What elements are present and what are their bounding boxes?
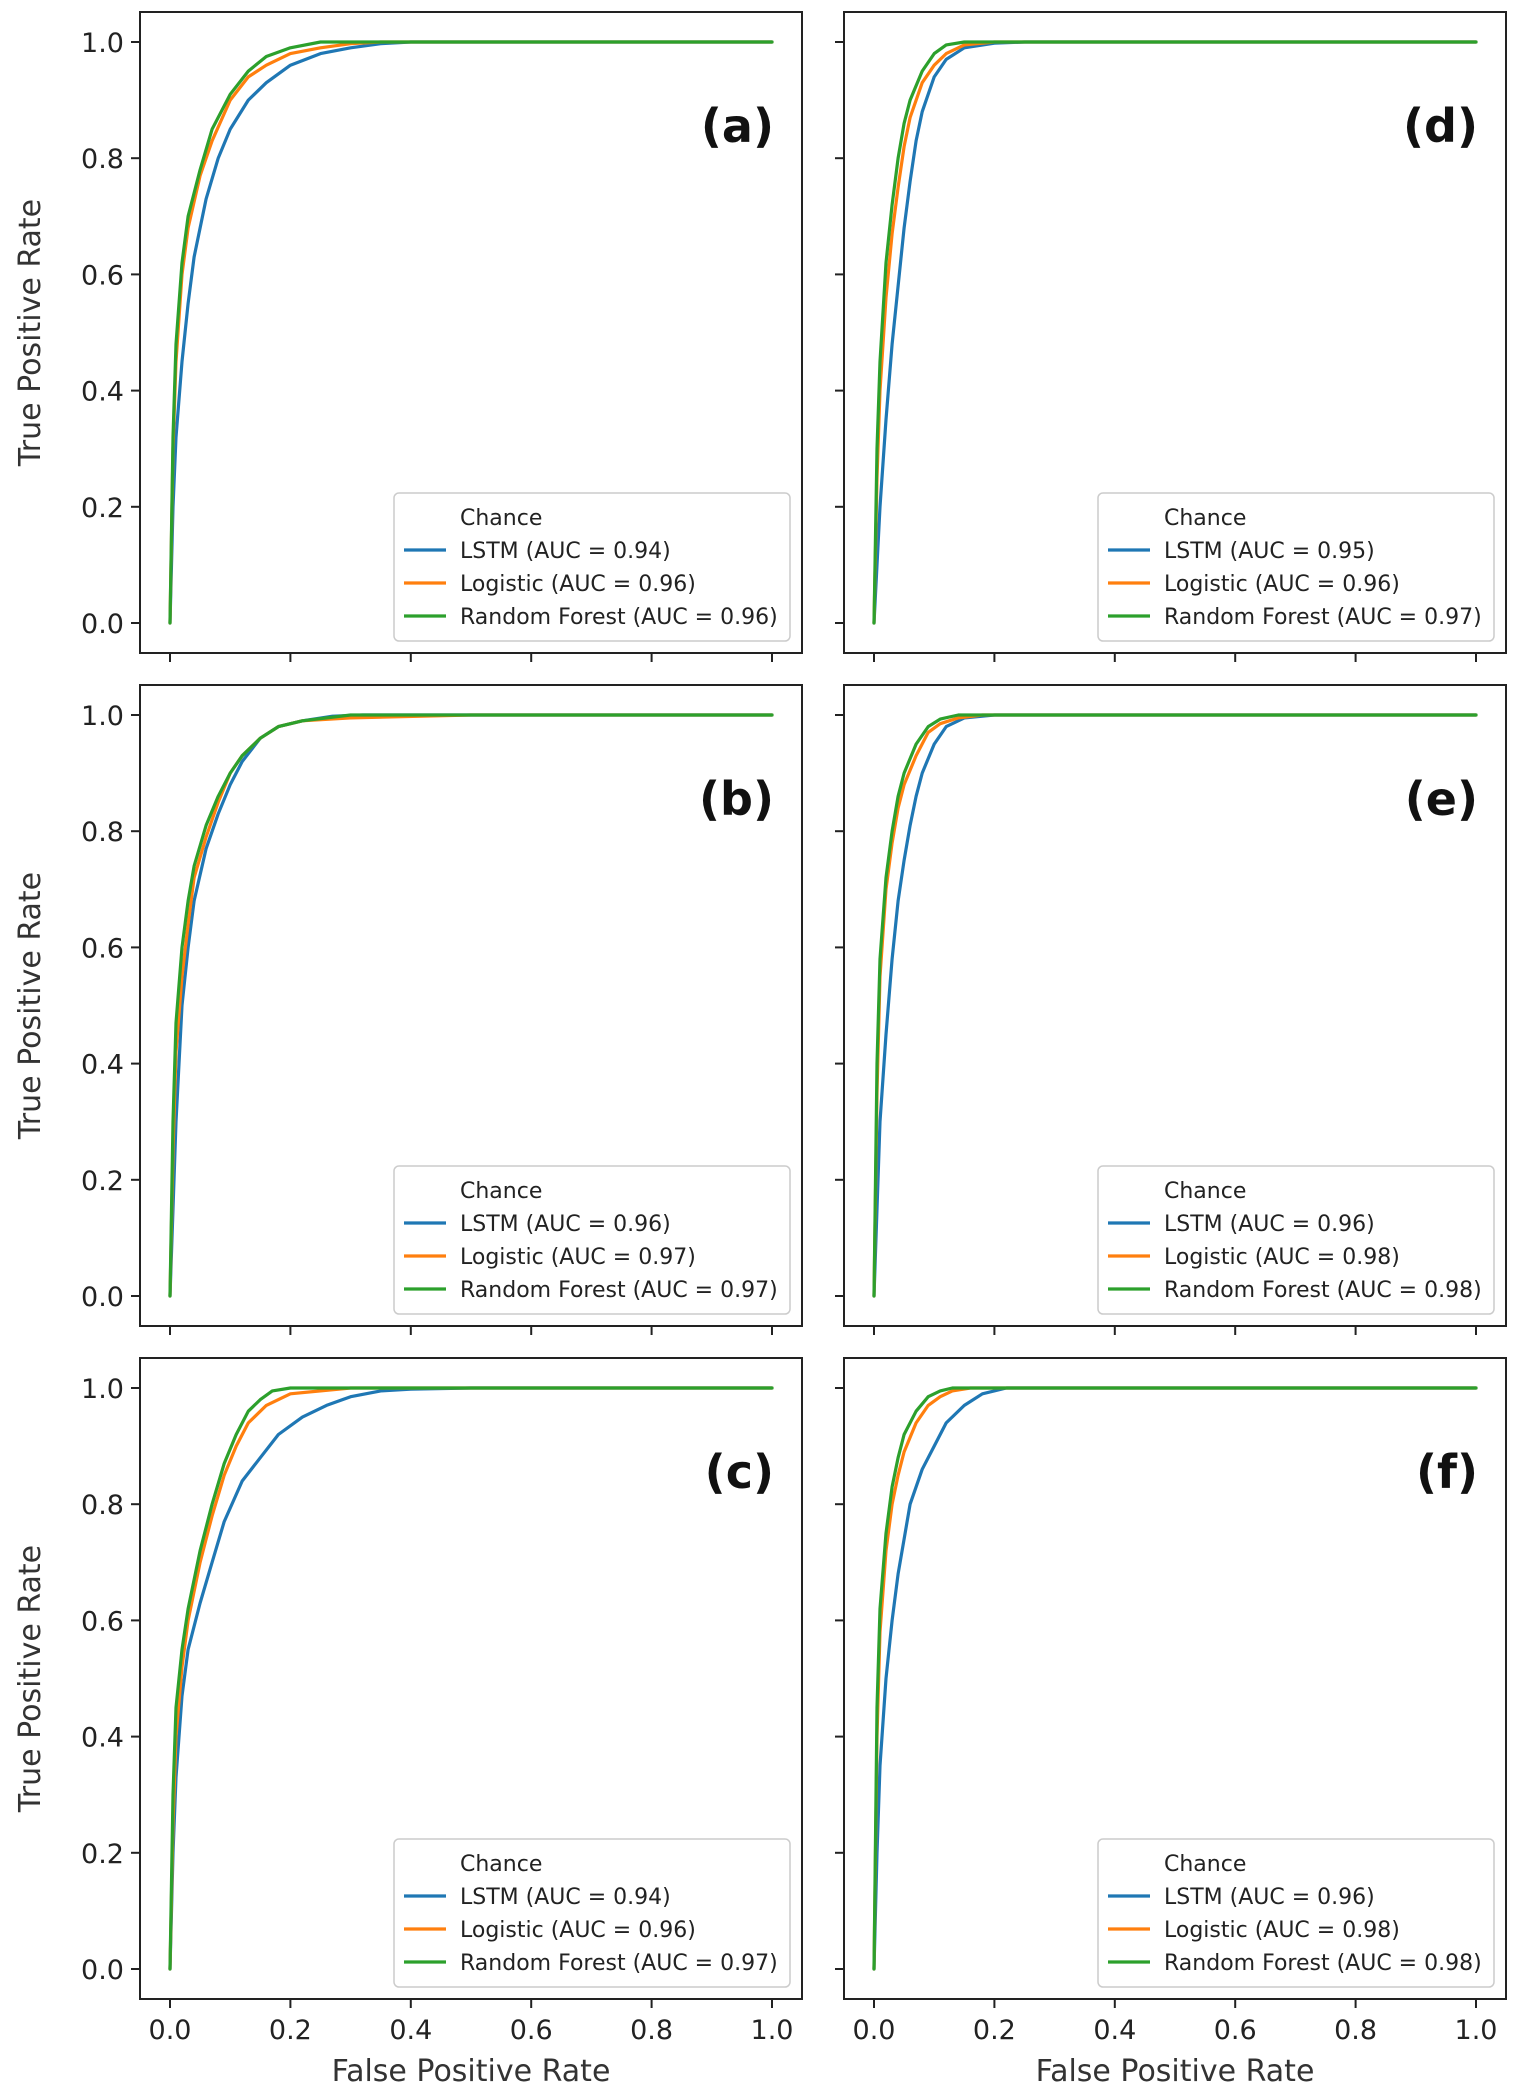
x-tick-label: 0.0: [853, 2015, 896, 2046]
y-axis-title: True Positive Rate: [13, 872, 48, 1140]
y-tick-label: 0.4: [81, 1050, 124, 1081]
legend-label: Chance: [1164, 506, 1246, 531]
y-tick-label: 1.0: [81, 1374, 124, 1405]
legend-label: Random Forest (AUC = 0.98): [1164, 1951, 1482, 1976]
legend-label: Chance: [1164, 1179, 1246, 1204]
roc-panel-a: 0.0 0.2 0.4 0.6 0.8 1.0 True Positive Rate (a) C…: [13, 11, 803, 662]
x-tick-label: 0.4: [1093, 2015, 1136, 2046]
y-tick-label: 0.6: [81, 260, 124, 291]
y-tick-label: 0.4: [81, 1723, 124, 1754]
legend-label: LSTM (AUC = 0.96): [1164, 1885, 1375, 1910]
legend-label: Logistic (AUC = 0.96): [460, 1918, 696, 1943]
legend-label: LSTM (AUC = 0.96): [1164, 1212, 1375, 1237]
y-tick-label: 0.8: [81, 1490, 124, 1521]
roc-panel-f: 0.0 0.2 0.4 0.6 0.8 1.0 False Positive Rate (f)…: [835, 1357, 1507, 2089]
x-tick-label: 1.0: [1455, 2015, 1498, 2046]
legend-label: Logistic (AUC = 0.96): [1164, 572, 1400, 597]
legend-label: LSTM (AUC = 0.96): [460, 1212, 671, 1237]
legend-label: Logistic (AUC = 0.98): [1164, 1245, 1400, 1270]
x-tick-label: 0.8: [630, 2015, 673, 2046]
roc-curve-logistic: [168, 1386, 774, 1971]
y-axis-title: True Positive Rate: [13, 1545, 48, 1813]
x-tick-label: 0.6: [1214, 2015, 1257, 2046]
x-axis-title: False Positive Rate: [1036, 2054, 1315, 2089]
y-tick-label: 0.6: [81, 933, 124, 964]
x-axis-title: False Positive Rate: [332, 2054, 611, 2089]
x-tick-label: 0.6: [510, 2015, 553, 2046]
y-tick-label: 0.8: [81, 144, 124, 175]
x-tick-label: 1.0: [751, 2015, 794, 2046]
roc-curve-random-forest: [872, 713, 1478, 1298]
legend: [393, 1838, 791, 1988]
x-tick-label: 0.2: [973, 2015, 1016, 2046]
roc-panel-b: 0.0 0.2 0.4 0.6 0.8 1.0 True Positive Rate (b) C…: [13, 684, 803, 1335]
roc-curve-random-forest: [872, 40, 1478, 625]
legend-label: LSTM (AUC = 0.95): [1164, 539, 1375, 564]
legend-label: LSTM (AUC = 0.94): [460, 539, 671, 564]
y-tick-label: 0.0: [81, 609, 124, 640]
legend-label: Chance: [460, 1852, 542, 1877]
roc-curve-lstm: [168, 1386, 774, 1971]
x-tick-label: 0.4: [389, 2015, 432, 2046]
y-tick-label: 0.2: [81, 1166, 124, 1197]
axes-frame: [843, 11, 1507, 654]
axes-frame: [139, 11, 803, 654]
axes-frame: [843, 684, 1507, 1327]
panel-label: (a): [701, 99, 774, 153]
y-tick-label: 0.0: [81, 1955, 124, 1986]
y-tick-label: 0.2: [81, 1839, 124, 1870]
roc-curve-random-forest: [168, 713, 774, 1298]
legend: [1097, 1165, 1495, 1315]
roc-curve-lstm: [872, 1386, 1478, 1971]
panel-label: (b): [699, 772, 774, 826]
axes-frame: [139, 1357, 803, 2000]
y-tick-label: 0.0: [81, 1282, 124, 1313]
legend-label: Random Forest (AUC = 0.98): [1164, 1278, 1482, 1303]
axes-frame: [843, 1357, 1507, 2000]
y-tick-label: 0.6: [81, 1606, 124, 1637]
panel-label: (f): [1416, 1445, 1478, 1499]
legend: [1097, 492, 1495, 642]
x-tick-label: 0.8: [1334, 2015, 1377, 2046]
panel-label: (e): [1405, 772, 1478, 826]
roc-panel-c: 0.0 0.0 0.2 0.2 0.4 0.4 0.6 0.6 0.8 0.8 1.0 1.0 True…: [13, 1357, 803, 2089]
roc-panel-e: (e) Chance LSTM (AUC = 0.96) Logistic (AUC …: [835, 684, 1507, 1335]
x-tick-label: 0.0: [149, 2015, 192, 2046]
roc-curve-random-forest: [872, 1386, 1478, 1971]
legend-label: Logistic (AUC = 0.97): [460, 1245, 696, 1270]
y-tick-label: 1.0: [81, 28, 124, 59]
axes-frame: [139, 684, 803, 1327]
legend-label: Chance: [460, 1179, 542, 1204]
roc-curve-lstm: [168, 40, 774, 625]
legend-label: Logistic (AUC = 0.96): [460, 572, 696, 597]
legend-label: Chance: [1164, 1852, 1246, 1877]
legend-label: Random Forest (AUC = 0.97): [460, 1278, 778, 1303]
y-tick-label: 0.2: [81, 493, 124, 524]
legend-label: LSTM (AUC = 0.94): [460, 1885, 671, 1910]
panel-label: (d): [1403, 99, 1478, 153]
panel-label: (c): [705, 1445, 774, 1499]
roc-curve-lstm: [872, 713, 1478, 1298]
y-tick-label: 1.0: [81, 701, 124, 732]
legend: [393, 1165, 791, 1315]
legend-label: Logistic (AUC = 0.98): [1164, 1918, 1400, 1943]
roc-curve-lstm: [872, 40, 1478, 625]
y-axis-title: True Positive Rate: [13, 199, 48, 467]
y-tick-label: 0.8: [81, 817, 124, 848]
roc-curve-random-forest: [168, 1386, 774, 1971]
legend-label: Random Forest (AUC = 0.97): [1164, 605, 1482, 630]
x-tick-label: 0.2: [269, 2015, 312, 2046]
legend: [1097, 1838, 1495, 1988]
roc-curve-random-forest: [168, 40, 774, 625]
roc-panel-d: (d) Chance LSTM (AUC = 0.95) Logistic (AUC …: [835, 11, 1507, 662]
legend-label: Random Forest (AUC = 0.97): [460, 1951, 778, 1976]
legend: [393, 492, 791, 642]
legend-label: Random Forest (AUC = 0.96): [460, 605, 778, 630]
legend-label: Chance: [460, 506, 542, 531]
y-tick-label: 0.4: [81, 377, 124, 408]
